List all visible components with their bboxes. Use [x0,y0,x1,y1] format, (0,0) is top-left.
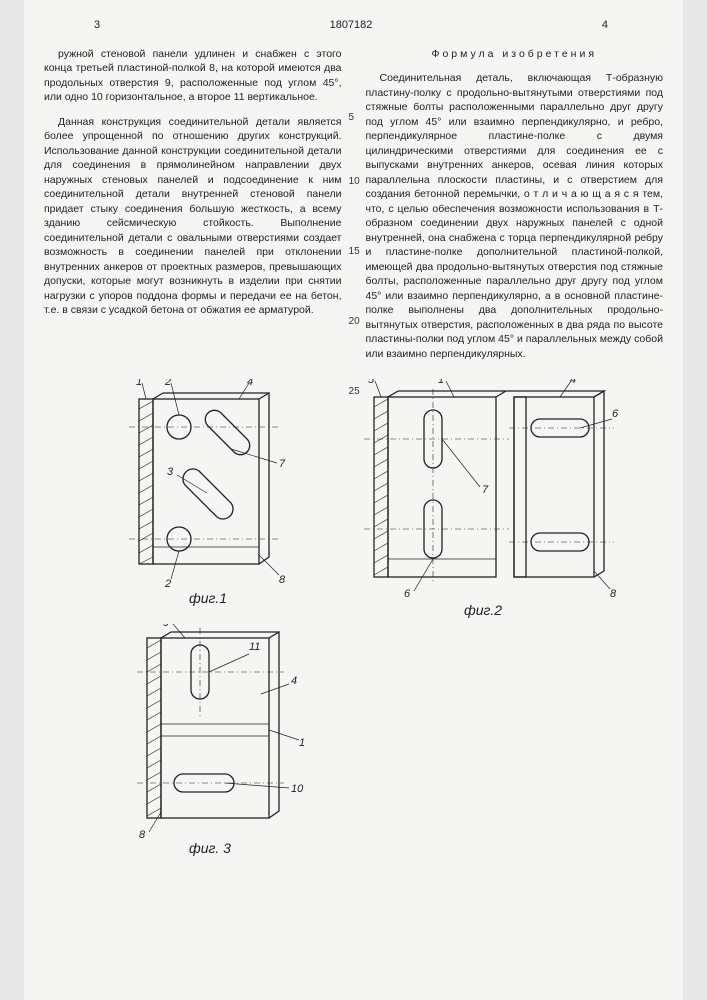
svg-text:11: 11 [249,641,260,653]
svg-text:2: 2 [164,379,171,388]
fig-3: 9 11 4 1 10 8 [129,624,329,844]
svg-text:5: 5 [368,379,375,386]
fig-1: 1 2 4 3 7 2 8 [129,379,339,589]
svg-text:8: 8 [139,829,146,841]
svg-text:1: 1 [299,737,305,749]
line-num: 10 [349,175,360,189]
svg-text:6: 6 [612,408,619,420]
figures-area: 1 2 4 3 7 2 8 фиг.1 [44,379,663,869]
svg-text:1: 1 [136,379,142,388]
page-num-right: 4 [437,18,663,33]
svg-text:3: 3 [167,466,174,478]
svg-text:7: 7 [482,484,489,496]
svg-text:2: 2 [164,578,171,589]
svg-text:1: 1 [438,379,444,386]
svg-text:10: 10 [291,783,304,795]
formula-title: Формула изобретения [366,47,664,61]
column-left: ружной стеновой панели удлинен и снабжен… [44,47,342,371]
fig-2: 5 1 4 6 7 6 8 [364,379,619,604]
line-num: 20 [349,315,360,329]
fig1-label: фиг.1 [189,589,227,608]
svg-text:4: 4 [291,675,297,687]
patent-number: 1807182 [265,18,436,33]
fig3-label: фиг. 3 [189,839,231,858]
line-num: 5 [349,111,355,125]
svg-text:4: 4 [247,379,253,388]
line-num: 15 [349,245,360,259]
svg-text:6: 6 [404,588,411,600]
column-right: Формула изобретения Соединительная детал… [366,47,664,371]
svg-text:4: 4 [570,379,576,386]
fig2-label: фиг.2 [464,601,502,620]
svg-text:9: 9 [163,624,169,629]
para: Соединительная деталь, включающая Т-обра… [366,71,664,361]
svg-text:8: 8 [279,574,286,586]
para: ружной стеновой панели удлинен и снабжен… [44,47,342,105]
svg-text:7: 7 [279,458,286,470]
page-num-left: 3 [44,18,265,33]
para: Данная конструкция соединительной детали… [44,115,342,318]
svg-text:8: 8 [610,588,617,600]
